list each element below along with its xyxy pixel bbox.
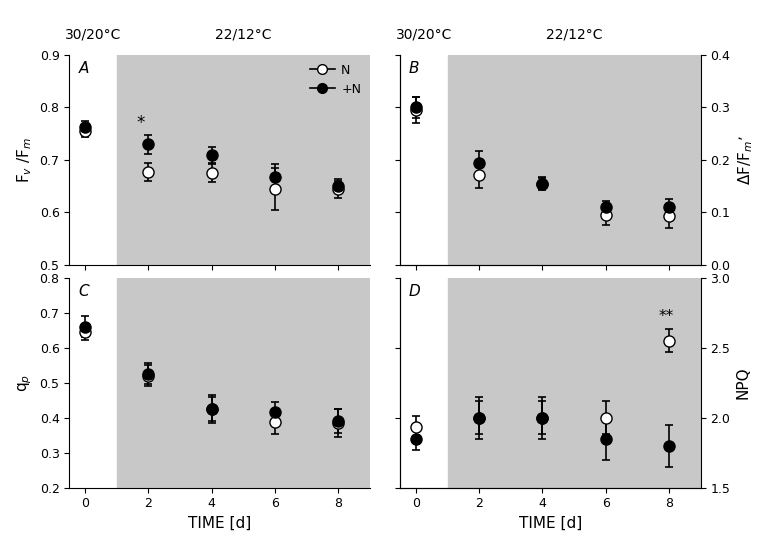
Y-axis label: NPQ: NPQ: [736, 366, 751, 399]
Text: *: *: [136, 114, 145, 132]
Y-axis label: ΔF/F$_m$’: ΔF/F$_m$’: [736, 135, 755, 185]
Text: 22/12°C: 22/12°C: [546, 27, 602, 41]
X-axis label: TIME [d]: TIME [d]: [188, 516, 251, 531]
Bar: [447, 278, 701, 488]
Text: 30/20°C: 30/20°C: [396, 27, 452, 41]
Y-axis label: F$_v$ /F$_m$: F$_v$ /F$_m$: [15, 137, 34, 183]
Legend: N, +N: N, +N: [305, 59, 367, 101]
Text: B: B: [409, 61, 420, 76]
Text: 22/12°C: 22/12°C: [215, 27, 272, 41]
X-axis label: TIME [d]: TIME [d]: [519, 516, 582, 531]
Y-axis label: q$_p$: q$_p$: [16, 374, 34, 392]
Text: C: C: [79, 284, 89, 299]
Bar: [117, 55, 370, 265]
Bar: [117, 278, 370, 488]
Text: D: D: [409, 284, 420, 299]
Text: 30/20°C: 30/20°C: [65, 27, 121, 41]
Text: **: **: [658, 309, 674, 324]
Bar: [447, 55, 701, 265]
Text: A: A: [79, 61, 89, 76]
